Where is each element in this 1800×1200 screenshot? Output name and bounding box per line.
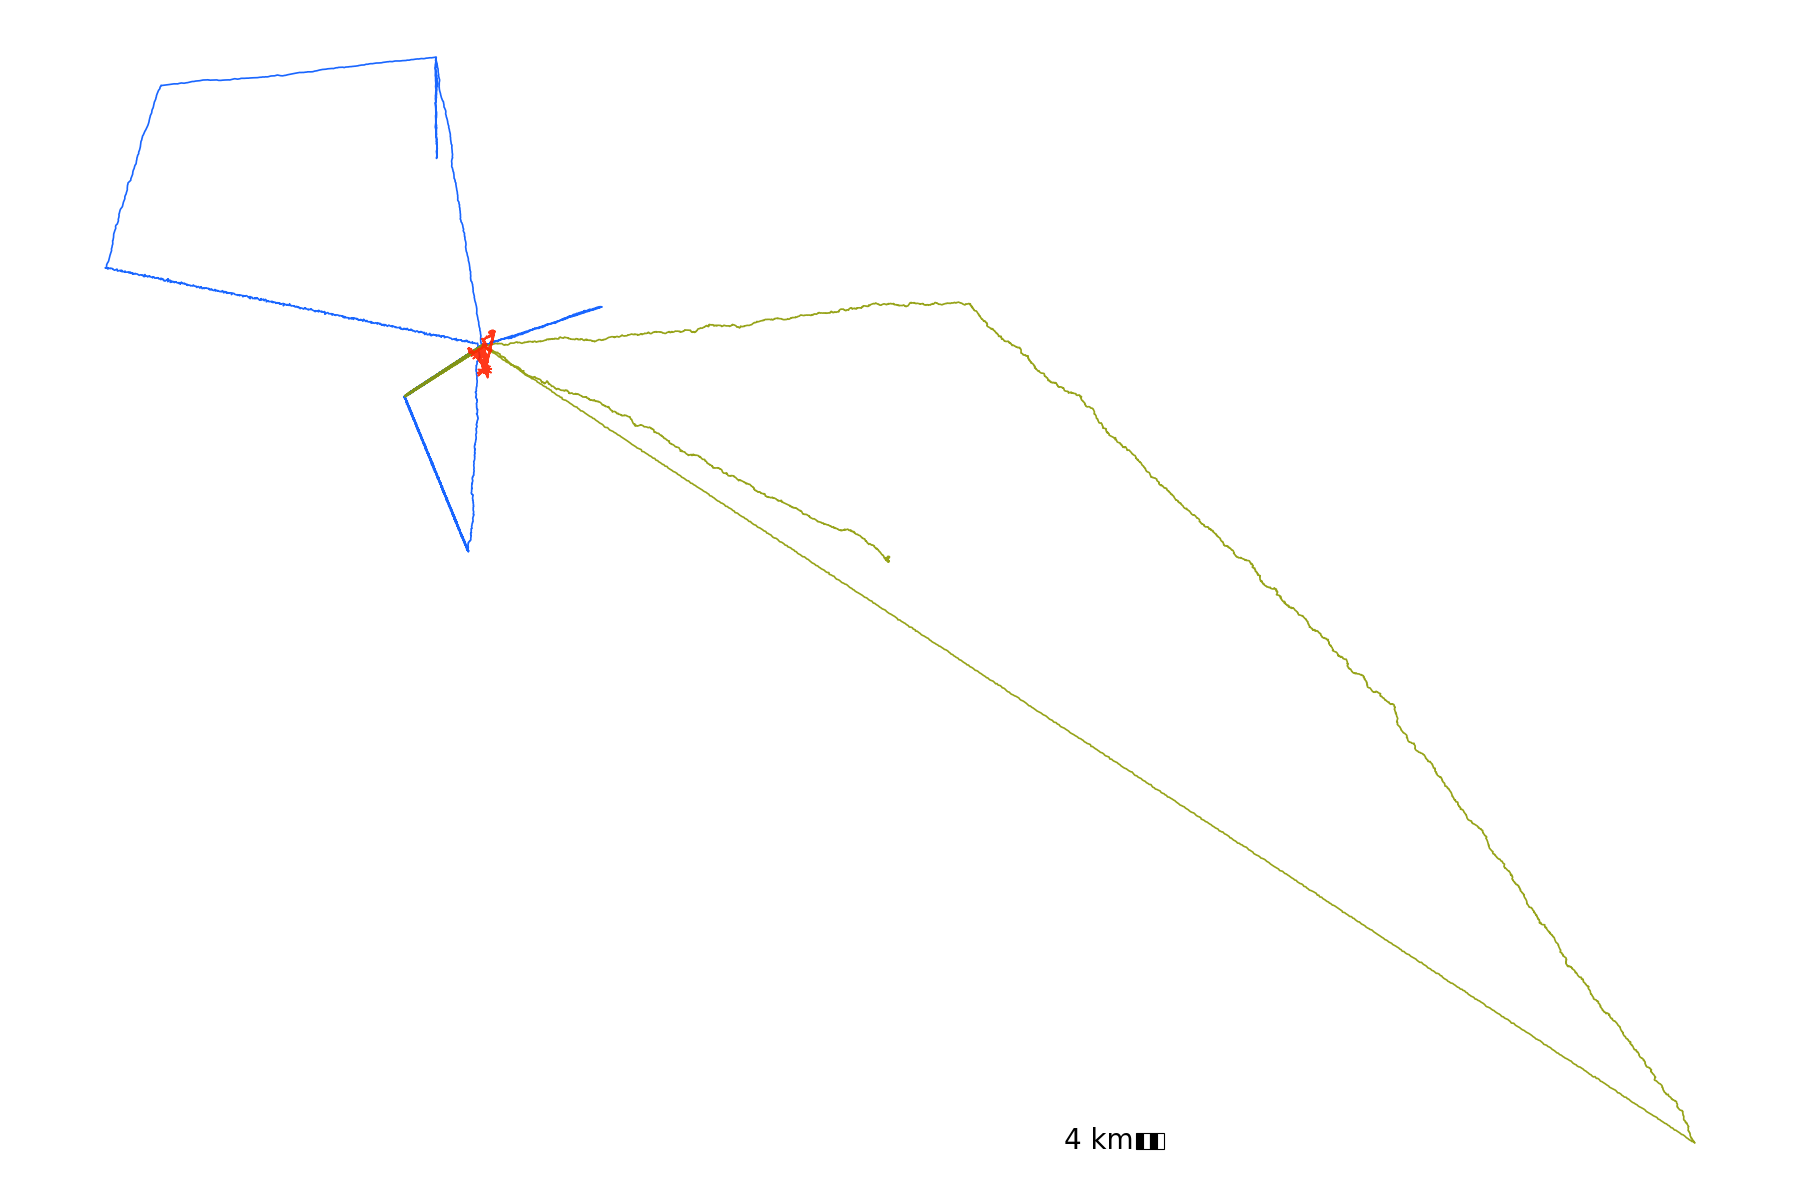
Bar	[1150, 1133, 1157, 1150]
Bar	[1143, 1133, 1150, 1150]
Text: 4 km: 4 km	[1064, 1127, 1134, 1156]
Bar	[1136, 1133, 1143, 1150]
Bar	[1157, 1133, 1165, 1150]
